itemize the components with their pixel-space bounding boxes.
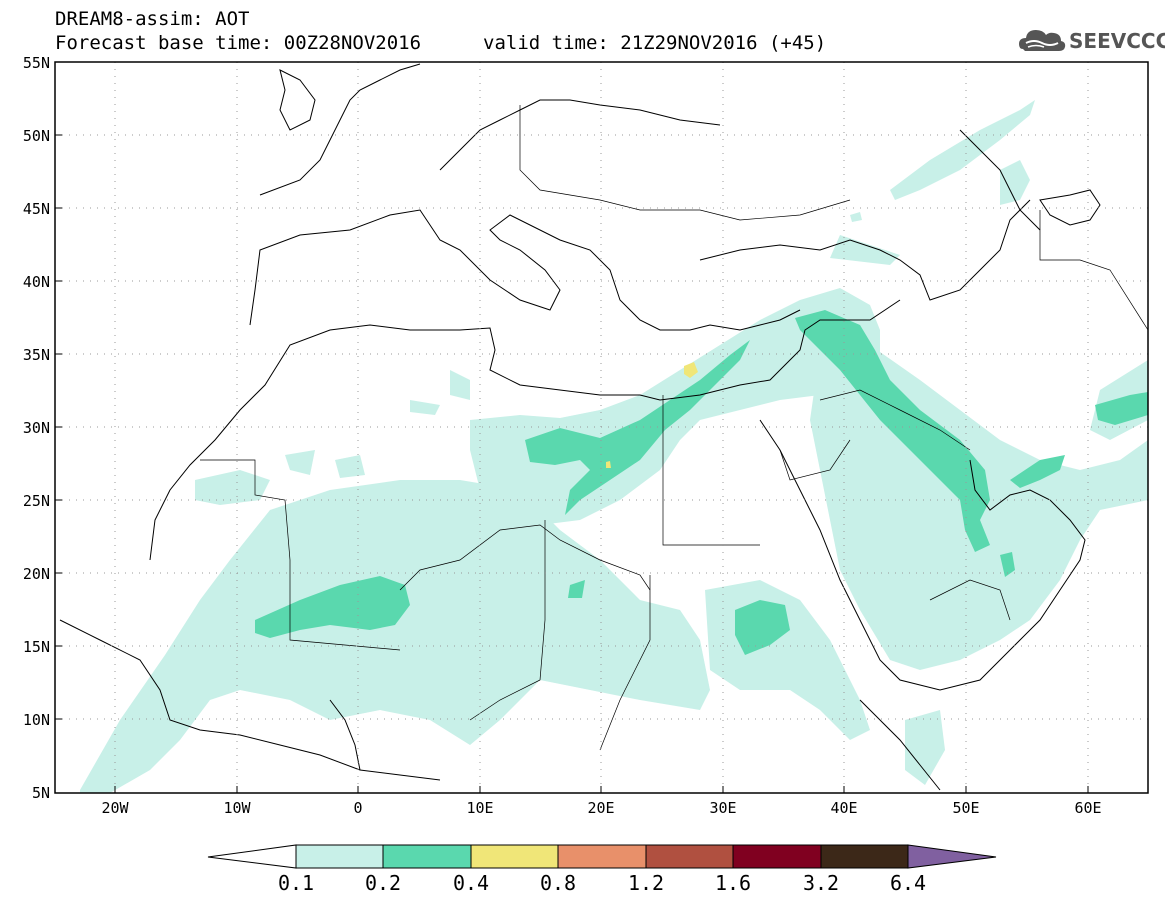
lon-label: 50E bbox=[952, 799, 980, 817]
lat-label: 10N bbox=[22, 711, 50, 729]
colorbar-low-arrow bbox=[207, 844, 297, 869]
lon-label: 60E bbox=[1074, 799, 1102, 817]
valid-time: valid time: 21Z29NOV2016 (+45) bbox=[483, 32, 827, 54]
colorbar-label: 3.2 bbox=[802, 871, 840, 895]
colorbar-cell bbox=[557, 844, 647, 869]
cloud-icon bbox=[1019, 30, 1066, 51]
colorbar-label: 6.4 bbox=[889, 871, 927, 895]
lon-label: 10W bbox=[223, 799, 251, 817]
seevccc-logo: SEEVCCC bbox=[1017, 23, 1165, 59]
aot-level-0.4 bbox=[606, 362, 698, 468]
ticks bbox=[55, 134, 1089, 793]
colorbar-cell bbox=[295, 844, 384, 869]
colorbar bbox=[207, 844, 997, 869]
colorbar-cell bbox=[382, 844, 472, 869]
lat-label: 40N bbox=[22, 273, 50, 291]
chart-title: DREAM8-assim: AOT bbox=[55, 8, 250, 30]
lat-label: 35N bbox=[22, 346, 50, 364]
lat-label: 5N bbox=[31, 784, 50, 802]
colorbar-high-arrow bbox=[907, 844, 997, 869]
gridlines bbox=[55, 62, 1148, 793]
borders bbox=[200, 105, 1148, 751]
colorbar-cell bbox=[470, 844, 559, 869]
colorbar-label: 0.1 bbox=[277, 871, 315, 895]
lon-label: 20W bbox=[101, 799, 129, 817]
colorbar-cell bbox=[820, 844, 909, 869]
colorbar-label: 1.2 bbox=[627, 871, 665, 895]
aot-fields bbox=[59, 63, 1148, 793]
colorbar-cell bbox=[732, 844, 822, 869]
colorbar-label: 0.8 bbox=[539, 871, 577, 895]
lon-label: 0 bbox=[353, 799, 363, 817]
lat-label: 50N bbox=[22, 127, 50, 145]
lon-label: 30E bbox=[709, 799, 737, 817]
colorbar-label: 1.6 bbox=[714, 871, 752, 895]
colorbar-label: 0.2 bbox=[364, 871, 402, 895]
lat-label: 30N bbox=[22, 419, 50, 437]
colorbar-cell bbox=[645, 844, 734, 869]
coastlines bbox=[59, 63, 1101, 791]
lat-label: 25N bbox=[22, 492, 50, 510]
lat-label: 15N bbox=[22, 638, 50, 656]
colorbar-label: 0.4 bbox=[452, 871, 490, 895]
logo-text: SEEVCCC bbox=[1069, 29, 1165, 53]
lon-label: 20E bbox=[587, 799, 615, 817]
forecast-base-time: Forecast base time: 00Z28NOV2016 bbox=[55, 32, 422, 54]
lat-label: 45N bbox=[22, 200, 50, 218]
lat-label: 55N bbox=[22, 54, 50, 72]
lat-label: 20N bbox=[22, 565, 50, 583]
lon-label: 40E bbox=[830, 799, 858, 817]
lon-label: 10E bbox=[466, 799, 494, 817]
